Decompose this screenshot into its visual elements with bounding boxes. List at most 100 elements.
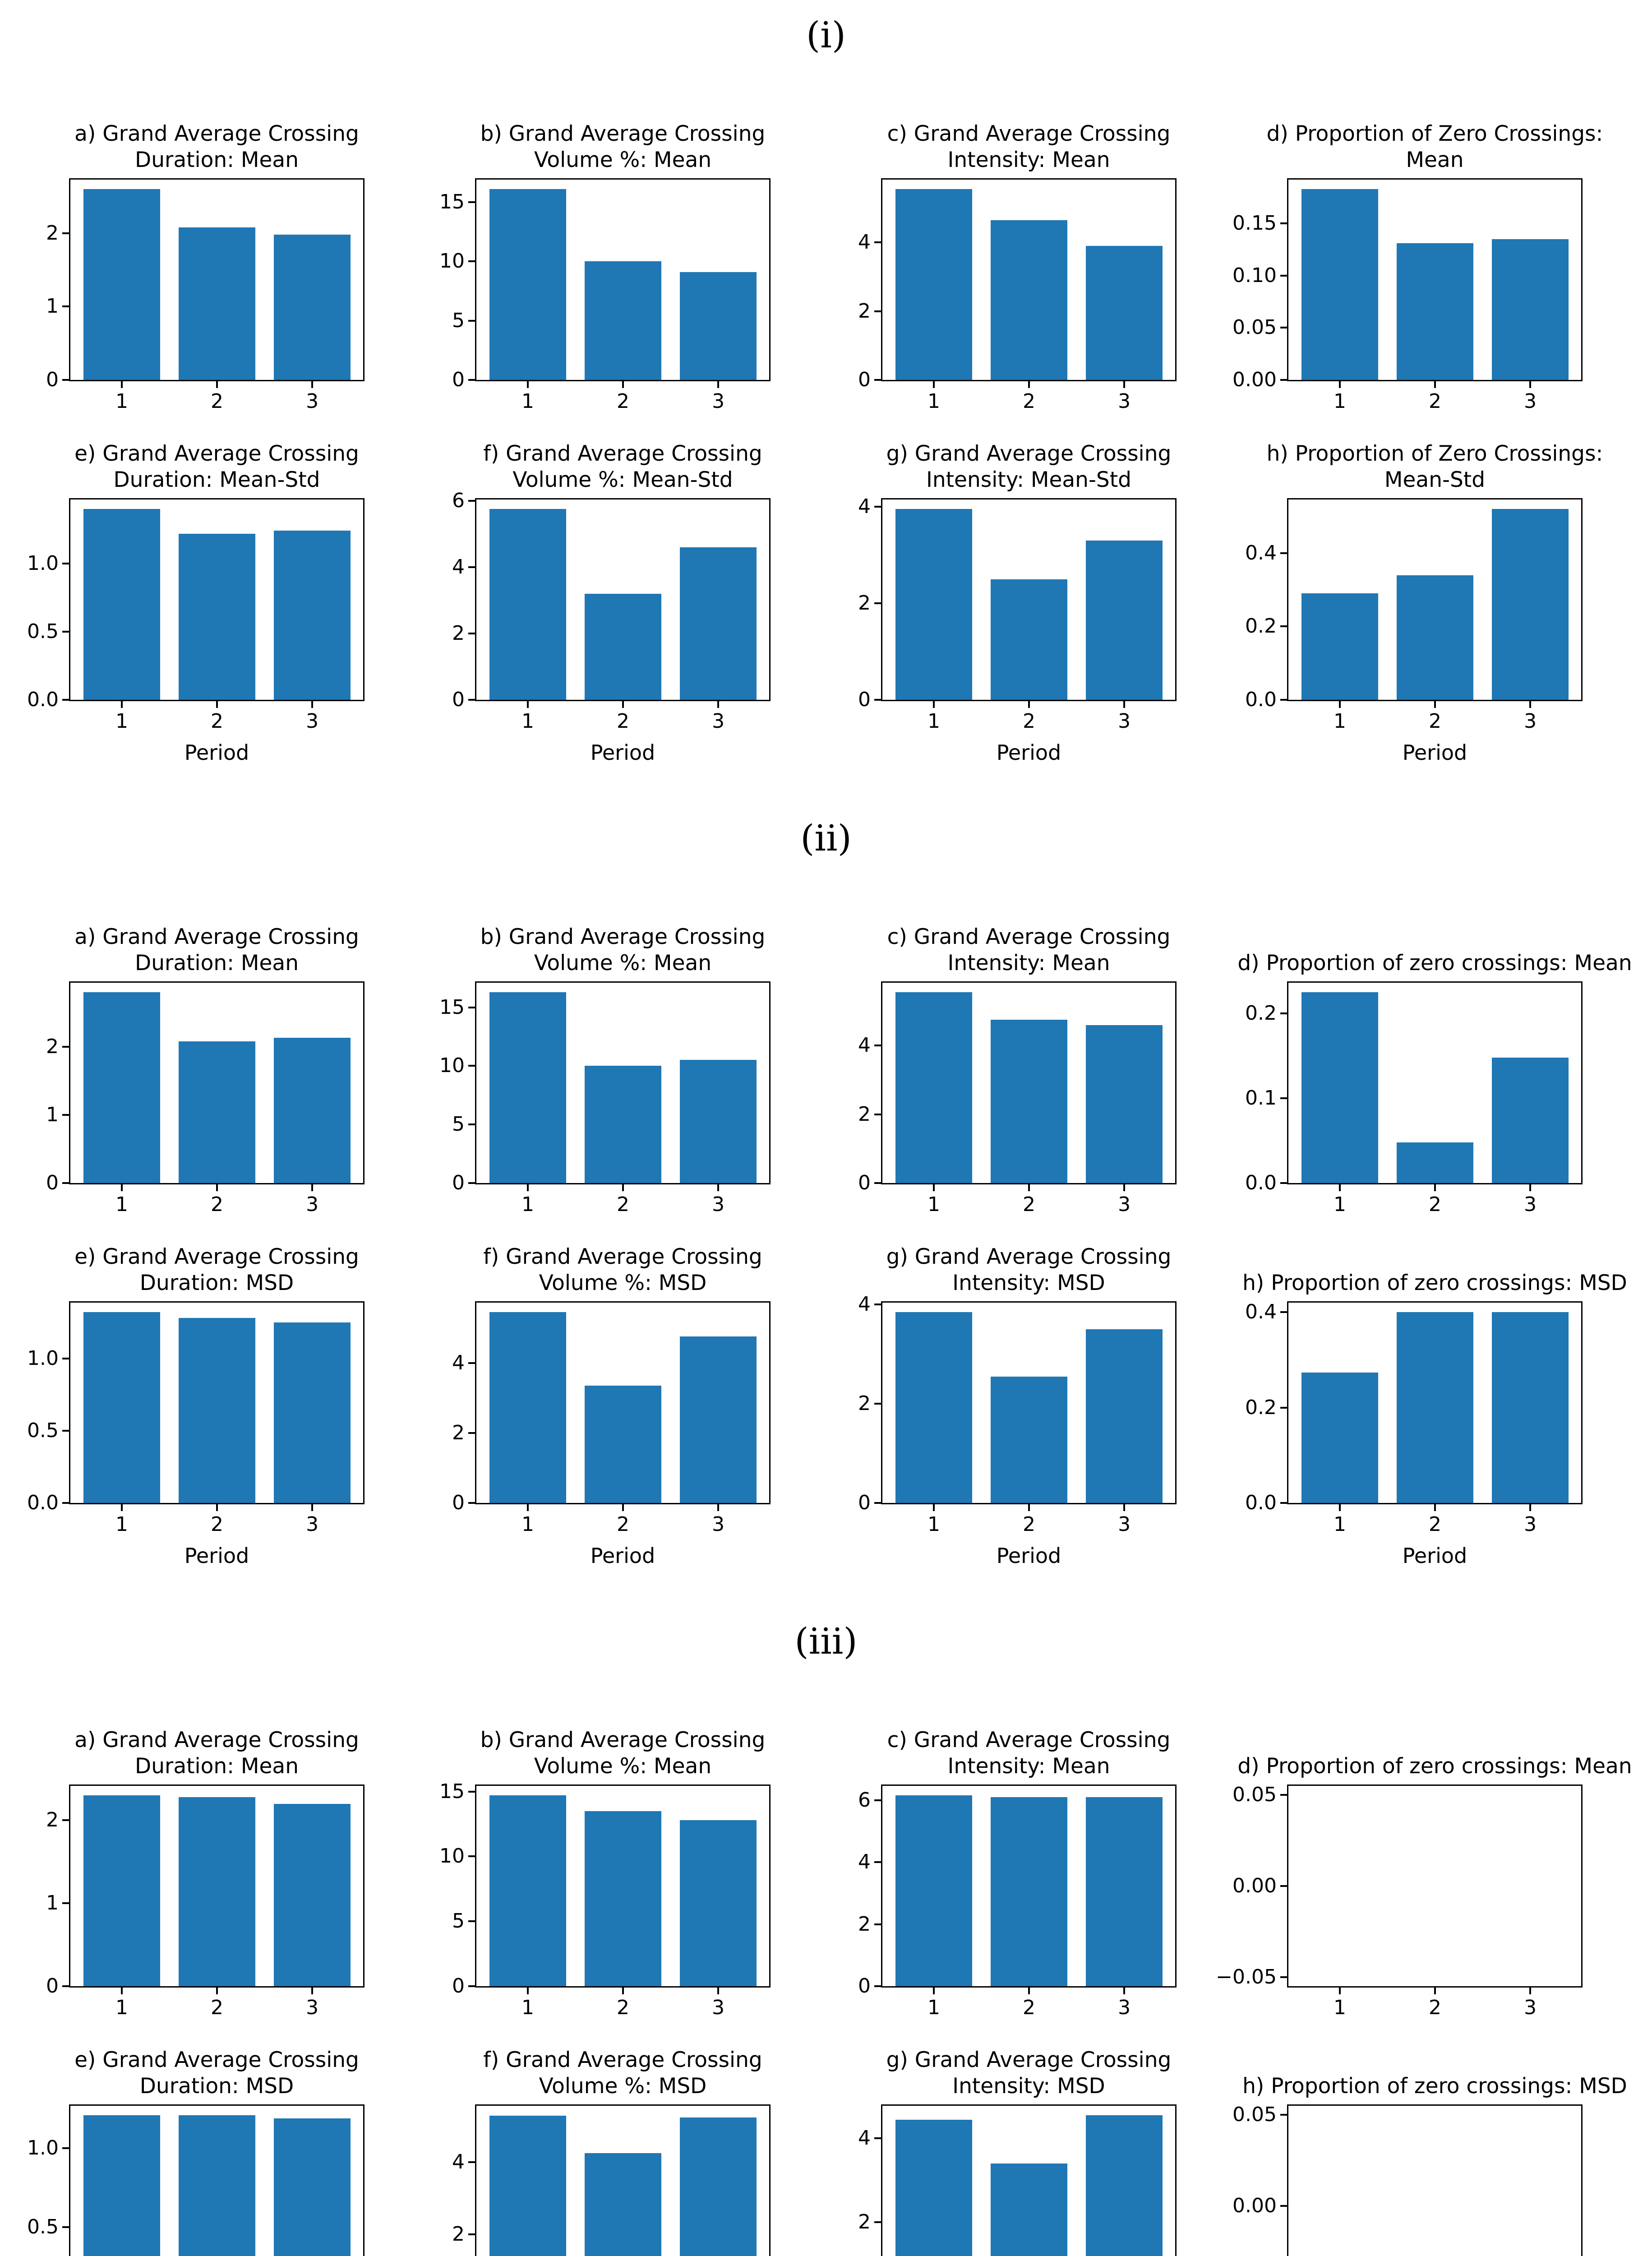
y-tick-label: 2 xyxy=(452,1421,465,1444)
y-tick-label: 0.5 xyxy=(27,1419,59,1442)
subplot-title-i-e: e) Grand Average Crossing Duration: Mean-… xyxy=(74,441,359,493)
subplot-title-line: Intensity: Mean-Std xyxy=(926,467,1132,492)
x-tick-label: 1 xyxy=(521,710,534,733)
y-tick-label: 0 xyxy=(452,1974,465,1997)
y-tick-mark xyxy=(468,1790,476,1793)
x-tick-mark xyxy=(717,1986,720,1994)
bar-period-2 xyxy=(585,1811,661,1986)
x-tick-label: 1 xyxy=(521,1513,534,1536)
bar-period-2 xyxy=(179,1318,255,1503)
y-tick-mark xyxy=(62,699,70,701)
subplot-title-iii-c: c) Grand Average Crossing Intensity: Mean xyxy=(887,1727,1171,1780)
subplot-title-line: h) Proportion of zero crossings: MSD xyxy=(1242,2074,1627,2099)
bar-period-2 xyxy=(1397,1142,1473,1183)
x-axis-label: Period xyxy=(590,740,655,765)
subplot-title-iii-d: d) Proportion of zero crossings: Mean xyxy=(1237,1753,1632,1780)
bar-period-2 xyxy=(179,533,255,700)
bar-period-3 xyxy=(1086,1025,1163,1183)
x-tick-label: 3 xyxy=(1118,710,1131,733)
bar-period-3 xyxy=(1086,246,1163,380)
x-tick-label: 3 xyxy=(1524,1996,1537,2019)
y-tick-label: −0.05 xyxy=(1216,1965,1277,1988)
x-tick-label: 2 xyxy=(617,390,630,413)
subplot-iii-e: e) Grand Average Crossing Duration: MSD 0.… xyxy=(27,2048,365,2256)
x-tick-mark xyxy=(932,700,935,708)
y-tick-label: 0.0 xyxy=(1245,1171,1277,1194)
x-tick-label: 2 xyxy=(1429,1193,1442,1216)
subplot-title-i-f: f) Grand Average Crossing Volume %: Mean-… xyxy=(483,441,762,493)
bar-period-1 xyxy=(895,992,972,1183)
y-tick-mark xyxy=(874,241,882,244)
bar-period-1 xyxy=(83,992,160,1183)
x-tick-mark xyxy=(120,380,123,388)
subplot-title-i-a: a) Grand Average Crossing Duration: Mean xyxy=(74,121,359,173)
subplot-title-line: a) Grand Average Crossing xyxy=(74,925,359,949)
subplot-title-ii-g: g) Grand Average Crossing Intensity: MSD xyxy=(886,1244,1172,1296)
x-tick-mark xyxy=(717,380,720,388)
y-tick-label: 4 xyxy=(452,1351,465,1374)
group-label-i: (i) xyxy=(806,14,846,56)
y-tick-label: 0.00 xyxy=(1232,1874,1277,1897)
subplot-title-line: Duration: Mean xyxy=(135,951,299,975)
y-tick-mark xyxy=(468,379,476,381)
y-tick-mark xyxy=(468,1920,476,1923)
x-tick-mark xyxy=(1028,700,1030,708)
y-tick-label: 5 xyxy=(452,1113,465,1136)
x-tick-label: 3 xyxy=(306,710,319,733)
bar-period-1 xyxy=(489,992,566,1183)
bar-period-2 xyxy=(991,1020,1067,1183)
x-tick-label: 1 xyxy=(115,1513,128,1536)
bar-period-3 xyxy=(274,1803,351,1986)
x-tick-label: 3 xyxy=(306,1996,319,2019)
x-tick-mark xyxy=(1338,1986,1341,1994)
y-tick-mark xyxy=(1280,1311,1288,1313)
y-tick-mark xyxy=(874,1799,882,1801)
y-tick-label: 1 xyxy=(46,295,59,318)
subplot-title-i-g: g) Grand Average Crossing Intensity: Mean… xyxy=(886,441,1172,493)
x-tick-label: 2 xyxy=(617,1193,630,1216)
y-tick-mark xyxy=(1280,222,1288,225)
y-tick-mark xyxy=(1280,1406,1288,1409)
bar-period-2 xyxy=(179,1797,255,1986)
subplot-title-line: f) Grand Average Crossing xyxy=(483,441,762,466)
subplot-title-line: b) Grand Average Crossing xyxy=(480,925,766,949)
x-tick-mark xyxy=(622,1503,624,1511)
group-label-ii: (ii) xyxy=(800,817,852,859)
x-tick-mark xyxy=(1338,1183,1341,1191)
subplot-title-line: c) Grand Average Crossing xyxy=(887,925,1171,949)
subplot-title-line: Intensity: Mean xyxy=(947,1754,1110,1779)
y-tick-label: 0.10 xyxy=(1232,264,1277,287)
bar-period-1 xyxy=(895,189,972,380)
y-tick-label: 2 xyxy=(452,2222,465,2246)
subplot-title-line: Volume %: Mean xyxy=(534,1754,712,1779)
y-tick-mark xyxy=(62,1182,70,1184)
y-tick-label: 6 xyxy=(452,489,465,512)
subplot-title-line: e) Grand Average Crossing xyxy=(74,1244,359,1269)
bar-period-1 xyxy=(489,509,566,700)
bar-period-1 xyxy=(1301,593,1378,700)
x-tick-label: 3 xyxy=(712,1996,725,2019)
bar-period-1 xyxy=(489,189,566,380)
bar-period-3 xyxy=(274,1322,351,1503)
y-tick-mark xyxy=(62,562,70,564)
x-tick-mark xyxy=(717,700,720,708)
y-tick-label: 0.00 xyxy=(1232,368,1277,391)
x-tick-label: 3 xyxy=(712,390,725,413)
y-tick-label: 2 xyxy=(452,621,465,645)
y-tick-mark xyxy=(62,2226,70,2228)
subplot-iii-a: a) Grand Average Crossing Duration: Mean 0… xyxy=(46,1728,365,2018)
x-tick-mark xyxy=(1028,1503,1030,1511)
subplot-ii-a: a) Grand Average Crossing Duration: Mean 0… xyxy=(46,925,365,1215)
subplot-i-h: h) Proportion of Zero Crossings: Mean-Std… xyxy=(1245,441,1603,764)
x-axis-label: Period xyxy=(184,1544,249,1568)
subplot-title-ii-h: h) Proportion of zero crossings: MSD xyxy=(1242,1270,1627,1296)
y-tick-mark xyxy=(62,1819,70,1821)
bar-period-3 xyxy=(274,1038,351,1183)
subplot-title-iii-e: e) Grand Average Crossing Duration: MSD xyxy=(74,2047,359,2099)
subplot-iii-d: d) Proportion of zero crossings: Mean −0.… xyxy=(1216,1754,1632,2018)
x-tick-label: 2 xyxy=(1023,710,1036,733)
x-tick-mark xyxy=(216,1986,218,1994)
x-axis-label: Period xyxy=(1402,1544,1467,1568)
bar-period-2 xyxy=(1397,1312,1473,1503)
